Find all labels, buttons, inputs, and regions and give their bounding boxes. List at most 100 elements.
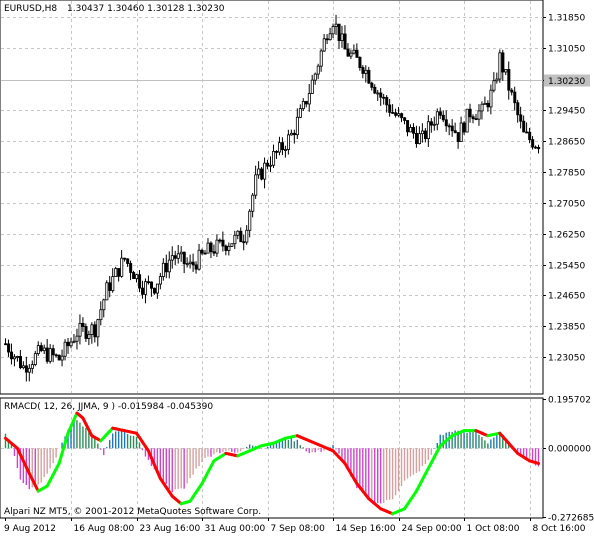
indicator-label: RMACD( 12, 26, JJMA, 9 ) -0.015984 -0.04… [4,402,213,412]
candle-body [406,120,410,133]
candle-body [120,257,124,277]
candle-body [179,251,183,255]
candle-body [298,108,302,118]
candle-body [310,79,314,94]
candle-body [111,276,115,291]
candle-body [21,365,25,369]
candle-body [525,131,529,134]
candle-body [507,69,511,91]
candle-body [200,249,204,254]
candle-body [471,116,475,120]
candle-body [266,162,270,167]
candle-body [117,268,121,277]
candle-body [483,102,487,105]
candle-body [248,210,252,231]
candle-body [537,147,541,150]
candle-body [459,122,463,142]
candle-body [349,52,353,57]
candle-body [227,245,231,251]
time-tick-label: 24 Sep 00:00 [402,524,462,534]
rmacd-signal-line [3,411,541,516]
candle-body [129,263,133,273]
candle-body [45,347,49,362]
candle-body [397,113,401,116]
candle-body [239,230,243,243]
candle-body [57,354,61,361]
candle-body [245,229,249,243]
candle-body [66,341,70,347]
candle-body [147,281,151,284]
candle-body [135,274,139,280]
candle-body [307,93,311,105]
candle-body [188,261,192,265]
indicator-grid [71,399,531,517]
candle-body [492,80,496,91]
candle-body [13,356,17,360]
indicator-tick-label: -0.272685 [548,514,594,524]
candle-body [319,50,323,67]
candle-body [123,257,127,260]
candle-body [304,101,308,105]
time-tick-label: 9 Aug 2012 [4,524,56,534]
candle-body [18,356,22,369]
candle-body [364,69,368,74]
candle-body [269,164,273,167]
candle-body [242,241,246,244]
candle-body [441,114,445,121]
candle-body [480,103,484,112]
candle-body [42,347,46,352]
candle-body [102,299,106,311]
candle-body [519,114,523,122]
candle-body [126,258,130,264]
candle-body [465,108,469,133]
signal-segment [534,461,541,465]
candle-body [149,281,153,289]
candle-body [33,353,37,365]
candle-body [522,120,526,133]
candle-body [438,111,442,116]
candle-body [367,69,371,84]
candle-body [322,38,326,52]
candle-body [435,111,439,125]
candle-body [477,110,481,120]
candle-body [292,132,296,136]
candle-body [379,92,383,98]
candle-body [462,122,466,133]
candle-body [51,348,55,356]
candle-body [417,133,421,145]
candle-body [361,67,365,74]
candle-body [489,89,493,108]
candle-body [355,49,359,58]
candle-body [346,48,350,57]
price-tick-label: 1.28650 [548,138,585,148]
signal-segment [57,451,64,465]
candle-body [203,252,207,255]
candle-body [155,283,159,294]
candle-body [132,272,136,280]
indicator-pane [0,397,544,519]
time-scale: 9 Aug 2012 16 Aug 08:00 23 Aug 16:00 31 Aug… [4,518,586,534]
indicator-scale: 0.195702 0.000000 -0.272685 [543,396,594,524]
candle-body [272,151,276,166]
candle-body [468,108,472,118]
candle-body [15,356,19,358]
candle-body [206,242,210,254]
price-tick-label: 1.27850 [548,169,585,179]
current-price-tag [544,74,590,87]
candle-body [191,261,195,266]
candle-body [185,263,189,266]
price-tick-label: 1.23850 [548,323,585,333]
candle-body [167,259,171,273]
price-tick-label: 1.29450 [548,107,585,117]
candle-body [420,130,424,135]
candle-body [164,262,168,273]
candle-body [283,149,287,151]
time-tick-label: 23 Aug 16:00 [140,524,201,534]
candle-body [385,97,389,106]
candle-body [108,282,112,291]
candle-body [141,287,145,295]
price-tick-label: 1.23050 [548,354,585,364]
candle-body [382,96,386,99]
